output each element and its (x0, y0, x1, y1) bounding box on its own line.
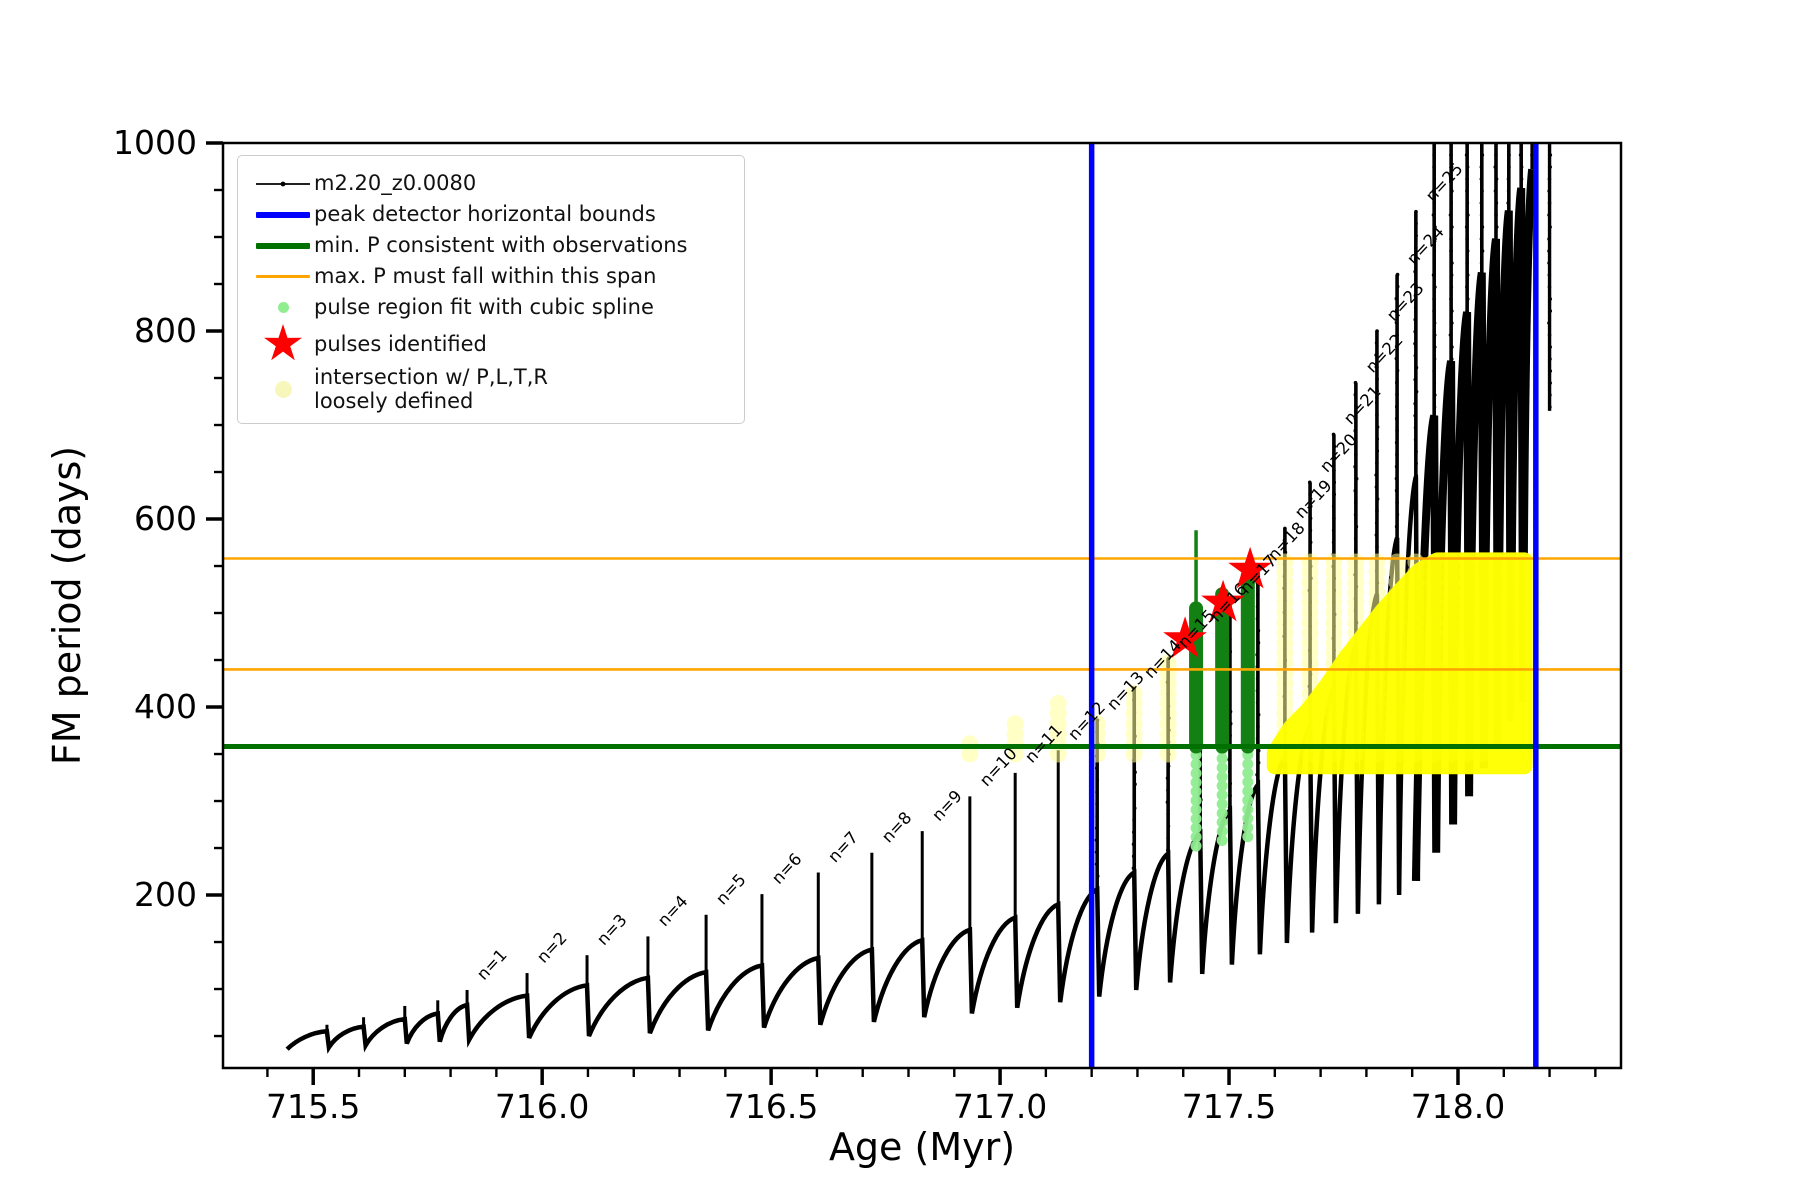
svg-text:n=4: n=4 (654, 892, 692, 930)
legend-item-pulse-region: pulse region fit with cubic spline (252, 292, 728, 323)
legend-label: m2.20_z0.0080 (314, 171, 476, 195)
svg-text:715.5: 715.5 (266, 1087, 360, 1126)
svg-text:n=8: n=8 (878, 808, 916, 846)
paleyellow-dot-icon (252, 381, 314, 398)
spline-fit-tails (1196, 748, 1248, 846)
svg-text:n=24: n=24 (1403, 222, 1448, 268)
svg-text:200: 200 (134, 875, 197, 914)
black-line-dot-icon (252, 178, 314, 190)
blue-line-icon (252, 212, 314, 218)
orange-line-icon (252, 275, 314, 278)
svg-text:717.5: 717.5 (1182, 1087, 1276, 1126)
legend-label: peak detector horizontal bounds (314, 202, 656, 226)
green-line-icon (252, 243, 314, 249)
svg-text:n=7: n=7 (824, 828, 862, 866)
svg-text:n=22: n=22 (1362, 330, 1407, 376)
figure: n=1 n=2 n=3 n=4 n=5 n=6 n=7 n=8 n=9 n=10 n=11 n=12 n… (0, 0, 1800, 1200)
legend: m2.20_z0.0080 peak detector horizontal b… (237, 155, 745, 424)
legend-item-pulses: pulses identified (252, 323, 728, 365)
lightgreen-dot-icon (252, 302, 314, 313)
svg-text:n=19: n=19 (1291, 476, 1336, 522)
svg-text:n=3: n=3 (593, 911, 631, 949)
legend-label: pulses identified (314, 332, 487, 356)
svg-text:n=5: n=5 (712, 870, 750, 908)
legend-item-series: m2.20_z0.0080 (252, 168, 728, 199)
red-star-icon (252, 323, 314, 365)
legend-item-intersection: intersection w/ P,L,T,R loosely defined (252, 365, 728, 413)
svg-text:716.0: 716.0 (495, 1087, 589, 1126)
svg-text:717.0: 717.0 (953, 1087, 1047, 1126)
svg-text:n=25: n=25 (1422, 159, 1467, 205)
legend-label: min. P consistent with observations (314, 233, 687, 257)
legend-item-min-p: min. P consistent with observations (252, 230, 728, 261)
x-axis-label: Age (Myr) (829, 1125, 1015, 1169)
svg-text:800: 800 (134, 311, 197, 350)
svg-text:n=1: n=1 (473, 945, 511, 983)
legend-item-max-p: max. P must fall within this span (252, 261, 728, 292)
svg-text:716.5: 716.5 (724, 1087, 818, 1126)
legend-label: pulse region fit with cubic spline (314, 295, 654, 319)
legend-item-peak-bounds: peak detector horizontal bounds (252, 199, 728, 230)
svg-text:n=23: n=23 (1383, 279, 1428, 325)
legend-label: max. P must fall within this span (314, 264, 656, 288)
legend-label: intersection w/ P,L,T,R loosely defined (314, 365, 548, 413)
svg-text:600: 600 (134, 499, 197, 538)
svg-text:1000: 1000 (113, 123, 197, 162)
y-axis-label: FM period (days) (45, 446, 89, 765)
svg-text:400: 400 (134, 687, 197, 726)
svg-text:n=6: n=6 (768, 849, 806, 887)
svg-text:n=2: n=2 (533, 928, 571, 966)
svg-text:n=9: n=9 (928, 786, 966, 824)
svg-text:718.0: 718.0 (1411, 1087, 1505, 1126)
